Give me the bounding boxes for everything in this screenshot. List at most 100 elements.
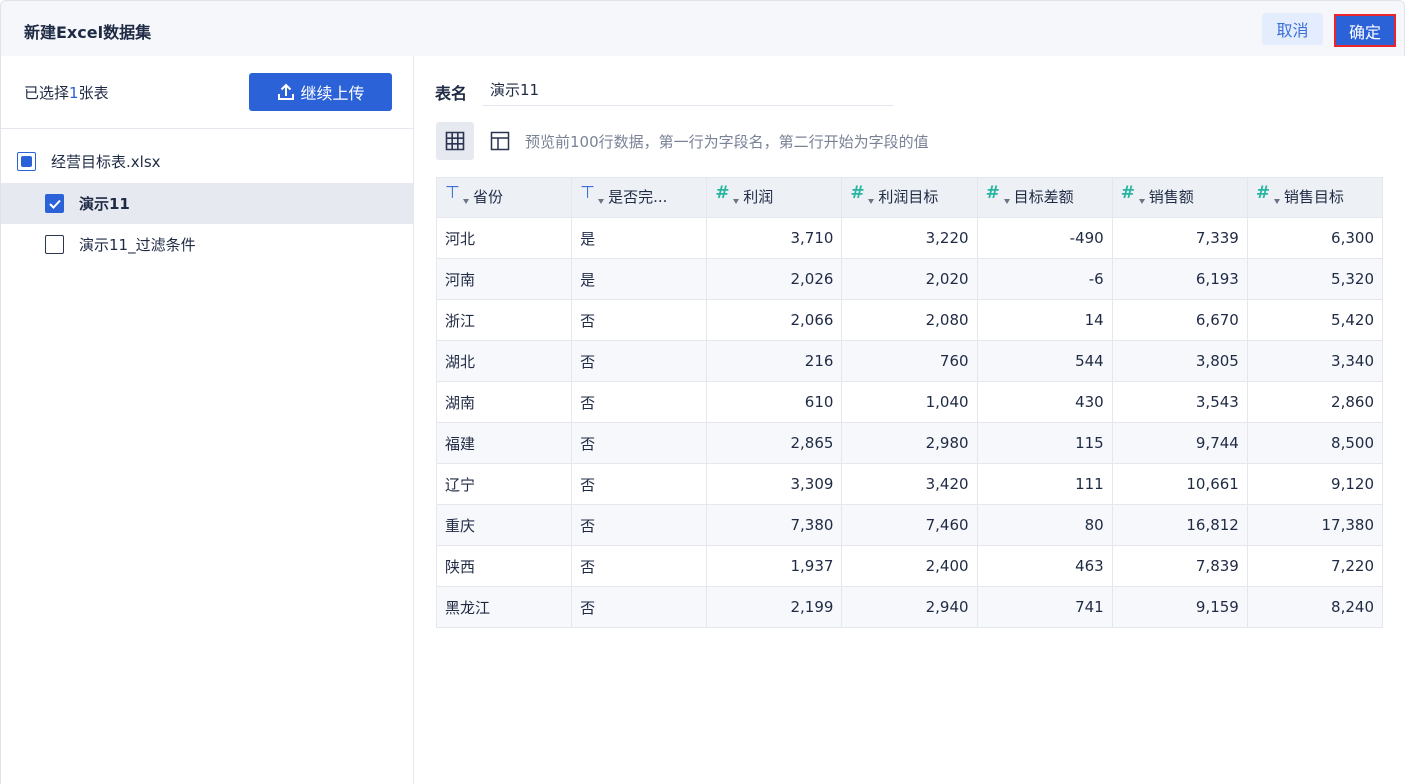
dialog-title: 新建Excel数据集 bbox=[24, 23, 152, 42]
table-cell: 湖北 bbox=[435, 340, 573, 382]
table-row: 陕西否 1,937 2,400 463 7,839 7,220 bbox=[435, 545, 1384, 587]
table-cell: 3,309 bbox=[706, 463, 843, 505]
table-cell: 2,080 bbox=[841, 299, 978, 341]
sheet-item[interactable]: 演示11_过滤条件 bbox=[1, 224, 414, 265]
dropdown-arrow-icon[interactable] bbox=[1273, 198, 1280, 204]
table-cell: 3,340 bbox=[1246, 340, 1384, 382]
dropdown-arrow-icon[interactable] bbox=[463, 198, 469, 204]
preview-panel: 表名 预览前100行数据，第一行为字段名，第二行开始为字段的值 ⊤省份⊤是否完.… bbox=[414, 56, 1405, 784]
table-cell: 5,320 bbox=[1246, 258, 1384, 300]
table-cell: 否 bbox=[571, 422, 708, 464]
table-cell: 2,860 bbox=[1246, 381, 1384, 423]
table-row: 湖南否 610 1,040 430 3,543 2,860 bbox=[435, 381, 1384, 423]
table-cell: 2,980 bbox=[841, 422, 978, 464]
text-type-icon[interactable]: ⊤ bbox=[445, 183, 473, 209]
table-row: 河南是 2,026 2,020 -6 6,193 5,320 bbox=[435, 258, 1384, 300]
table-cell: 9,120 bbox=[1246, 463, 1384, 505]
continue-upload-button[interactable]: 继续上传 bbox=[249, 73, 392, 111]
table-cell: 陕西 bbox=[435, 545, 573, 587]
table-cell: 2,940 bbox=[841, 586, 978, 628]
table-cell: 浙江 bbox=[435, 299, 573, 341]
table-cell: 重庆 bbox=[435, 504, 573, 546]
table-row: 重庆否 7,380 7,460 80 16,812 17,380 bbox=[435, 504, 1384, 546]
table-cell: 辽宁 bbox=[435, 463, 573, 505]
table-cell: 7,380 bbox=[706, 504, 843, 546]
number-type-icon[interactable]: # bbox=[850, 183, 878, 209]
upload-label: 继续上传 bbox=[300, 84, 365, 103]
upload-icon bbox=[278, 83, 295, 100]
table-cell: 741 bbox=[976, 586, 1113, 628]
table-cell: 否 bbox=[571, 381, 708, 423]
table-cell: 3,420 bbox=[841, 463, 978, 505]
dropdown-arrow-icon[interactable] bbox=[733, 198, 740, 204]
sheet-name: 演示11 bbox=[79, 195, 130, 213]
table-cell: 8,500 bbox=[1246, 422, 1384, 464]
table-cell: 17,380 bbox=[1246, 504, 1384, 546]
table-cell: 14 bbox=[976, 299, 1113, 341]
table-name-input[interactable] bbox=[482, 74, 894, 106]
dialog-header: 新建Excel数据集 取消 确定 bbox=[0, 0, 1405, 56]
table-name-label: 表名 bbox=[435, 84, 468, 103]
grid-view-button[interactable] bbox=[436, 122, 474, 160]
column-name: 省份 bbox=[473, 188, 504, 207]
number-type-icon[interactable]: # bbox=[1121, 183, 1149, 209]
number-type-icon[interactable]: # bbox=[986, 183, 1014, 209]
table-cell: 3,220 bbox=[841, 217, 978, 259]
column-name: 利润 bbox=[743, 188, 774, 207]
grid-icon bbox=[445, 131, 465, 151]
table-cell: 7,839 bbox=[1111, 545, 1248, 587]
text-type-icon[interactable]: ⊤ bbox=[580, 183, 608, 209]
sheet-checkbox[interactable] bbox=[45, 235, 64, 254]
table-cell: 8,240 bbox=[1246, 586, 1384, 628]
divider bbox=[1, 128, 414, 129]
selected-suffix: 张表 bbox=[78, 84, 109, 102]
sheet-item[interactable]: 演示11 bbox=[1, 183, 414, 224]
confirm-button[interactable]: 确定 bbox=[1334, 14, 1396, 47]
number-type-icon[interactable]: # bbox=[715, 183, 743, 209]
selected-count: 1 bbox=[69, 84, 79, 102]
table-cell: 2,865 bbox=[706, 422, 843, 464]
table-cell: 否 bbox=[571, 504, 708, 546]
table-cell: 否 bbox=[571, 340, 708, 382]
table-cell: 463 bbox=[976, 545, 1113, 587]
column-header[interactable]: # 利润 bbox=[706, 177, 843, 218]
dropdown-arrow-icon[interactable] bbox=[1138, 198, 1145, 204]
table-cell: 2,199 bbox=[706, 586, 843, 628]
column-header[interactable]: # 利润目标 bbox=[841, 177, 978, 218]
column-name: 目标差额 bbox=[1013, 188, 1074, 207]
column-header[interactable]: ⊤ 省份 bbox=[435, 177, 573, 218]
preview-table: ⊤ 省份 ⊤ 是否完... # 利润 # 利润目标 # 目标差额 # 销售额 # 销售目标 河北是 3,71… bbox=[435, 177, 1384, 628]
table-cell: -6 bbox=[976, 258, 1113, 300]
layout-view-button[interactable] bbox=[488, 129, 512, 153]
table-cell: 5,420 bbox=[1246, 299, 1384, 341]
table-cell: 760 bbox=[841, 340, 978, 382]
table-cell: 9,159 bbox=[1111, 586, 1248, 628]
selected-prefix: 已选择 bbox=[24, 84, 70, 102]
file-checkbox[interactable] bbox=[17, 152, 36, 171]
column-name: 利润目标 bbox=[878, 188, 939, 207]
table-cell: 111 bbox=[976, 463, 1113, 505]
table-cell: 6,193 bbox=[1111, 258, 1248, 300]
column-header[interactable]: ⊤ 是否完... bbox=[571, 177, 708, 218]
table-cell: 2,020 bbox=[841, 258, 978, 300]
column-header[interactable]: # 销售额 bbox=[1111, 177, 1248, 218]
dropdown-arrow-icon[interactable] bbox=[868, 198, 875, 204]
table-cell: 610 bbox=[706, 381, 843, 423]
table-cell: 7,460 bbox=[841, 504, 978, 546]
dropdown-arrow-icon[interactable] bbox=[598, 198, 605, 204]
table-cell: 6,300 bbox=[1246, 217, 1384, 259]
table-cell: 10,661 bbox=[1111, 463, 1248, 505]
dropdown-arrow-icon[interactable] bbox=[1003, 198, 1010, 204]
cancel-button[interactable]: 取消 bbox=[1262, 13, 1323, 45]
table-cell: -490 bbox=[976, 217, 1113, 259]
column-header[interactable]: # 销售目标 bbox=[1246, 177, 1384, 218]
table-cell: 黑龙江 bbox=[435, 586, 573, 628]
table-cell: 是 bbox=[571, 258, 708, 300]
preview-hint: 预览前100行数据，第一行为字段名，第二行开始为字段的值 bbox=[525, 133, 929, 151]
number-type-icon[interactable]: # bbox=[1256, 183, 1284, 209]
file-item[interactable]: 经营目标表.xlsx bbox=[1, 141, 414, 182]
sheet-checkbox[interactable] bbox=[45, 194, 64, 213]
table-cell: 2,400 bbox=[841, 545, 978, 587]
column-name: 销售额 bbox=[1148, 188, 1194, 207]
column-header[interactable]: # 目标差额 bbox=[976, 177, 1113, 218]
